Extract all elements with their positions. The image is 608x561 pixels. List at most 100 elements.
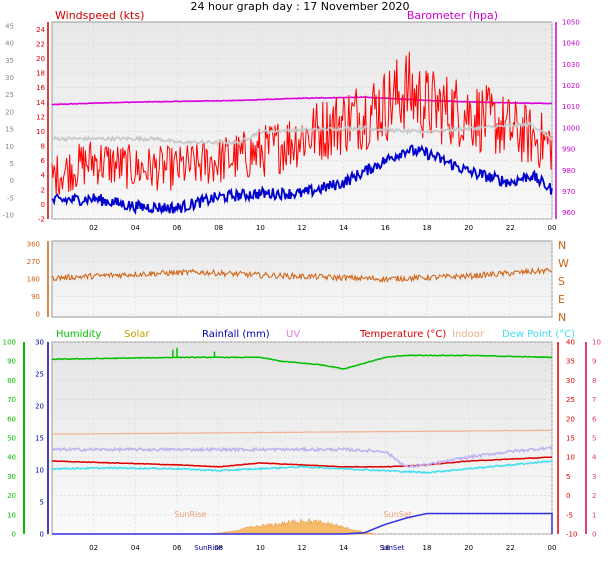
rain-tick-label: 30	[35, 339, 44, 347]
rain-tick-label: 10	[35, 467, 44, 475]
wind-panel-axes: -2024681012141618202224-10-5051015202530…	[3, 19, 580, 233]
x-tick-label: 22	[506, 544, 515, 552]
sunrise-label: SunRise	[174, 510, 206, 519]
series-windspeed-line	[51, 51, 553, 195]
windspeed-tick-label: 22	[36, 40, 45, 48]
rain-tick-label: 20	[35, 403, 44, 411]
direction-tick-label: 270	[27, 258, 40, 266]
outer-tick-label: 25	[5, 91, 14, 99]
humidity-tick-label: 80	[7, 377, 16, 385]
barometer-tick-label: 1040	[562, 40, 580, 48]
windspeed-tick-label: 0	[41, 201, 45, 209]
compass-label: N	[558, 239, 566, 252]
uv-tick-label: 7	[592, 396, 596, 404]
chart-title: 24 hour graph day : 17 November 2020	[190, 0, 409, 13]
rain-tick-label: 15	[35, 435, 44, 443]
series-average-line	[51, 121, 553, 146]
x-tick-label: 04	[131, 544, 140, 552]
outer-tick-label: -10	[3, 212, 14, 220]
temperature-tick-label: 25	[566, 396, 575, 404]
windspeed-tick-label: 4	[41, 172, 46, 180]
barometer-tick-label: 1030	[562, 61, 580, 69]
series-wind-direction-line	[51, 266, 553, 283]
windspeed-tick-label: 16	[36, 84, 45, 92]
sunset-label: SunSet	[384, 510, 412, 519]
rain-tick-label: 25	[35, 371, 44, 379]
series-humidity-line	[51, 354, 553, 370]
x-tick-label: 10	[256, 224, 265, 232]
x-tick-label: 06	[173, 224, 182, 232]
windspeed-tick-label: 20	[36, 55, 45, 63]
sunrise-tick-label: SunRise	[194, 544, 222, 552]
series-rainfall-line	[52, 512, 553, 535]
legend-entry: Temperature (°C)	[359, 329, 446, 340]
legend-entry: Solar	[124, 329, 150, 340]
temperature-tick-label: 15	[566, 435, 575, 443]
barometer-tick-label: 990	[562, 146, 575, 154]
x-tick-label: 08	[214, 544, 223, 552]
rain-tick-label: 0	[40, 531, 44, 539]
legend-entry: UV	[286, 329, 300, 340]
legend-entry: Dew Point (°C)	[502, 329, 575, 340]
humidity-tick-label: 60	[7, 415, 16, 423]
temperature-tick-label: 30	[566, 377, 575, 385]
uv-tick-label: 6	[592, 415, 597, 423]
windspeed-tick-label: 8	[41, 143, 45, 151]
x-tick-label: 16	[381, 544, 390, 552]
x-tick-label: 02	[89, 224, 98, 232]
humidity-tick-label: 100	[3, 339, 16, 347]
outer-tick-label: 5	[10, 160, 14, 168]
x-tick-label: 18	[423, 544, 432, 552]
windspeed-tick-label: 12	[36, 113, 45, 121]
direction-panel-series	[51, 266, 553, 283]
compass-label: E	[558, 293, 565, 306]
outer-tick-label: 35	[5, 57, 14, 65]
temperature-tick-label: 10	[566, 454, 575, 462]
windspeed-tick-label: -2	[38, 216, 45, 224]
uv-tick-label: 3	[592, 473, 596, 481]
temp-panel-legend: Humidity Solar Rainfall (mm) UV Temperature …	[56, 329, 575, 340]
uv-tick-label: 8	[592, 377, 596, 385]
barometer-tick-label: 970	[562, 188, 575, 196]
humidity-tick-label: 90	[7, 358, 16, 366]
temp-panel-series	[51, 347, 553, 535]
humidity-tick-label: 10	[7, 511, 16, 519]
humidity-tick-label: 0	[12, 531, 16, 539]
barometer-axis-label: Barometer (hpa)	[407, 9, 498, 22]
windspeed-tick-label: 6	[41, 157, 46, 165]
temperature-tick-label: -5	[566, 511, 573, 519]
temperature-tick-label: 20	[566, 415, 575, 423]
humidity-tick-label: 70	[7, 396, 16, 404]
uv-tick-label: 9	[592, 358, 596, 366]
barometer-tick-label: 960	[562, 209, 575, 217]
legend-entry: Indoor	[452, 329, 485, 340]
outer-tick-label: 40	[5, 40, 14, 48]
x-tick-label: 18	[423, 224, 432, 232]
series-solar-area	[208, 517, 375, 535]
legend-entry: Rainfall (mm)	[202, 329, 270, 340]
x-tick-label: 02	[89, 544, 98, 552]
humidity-tick-label: 20	[7, 492, 16, 500]
barometer-tick-label: 1010	[562, 103, 580, 111]
humidity-tick-label: 30	[7, 473, 16, 481]
direction-tick-label: 90	[31, 293, 40, 301]
series-dew-line	[51, 460, 553, 474]
sunset-tick-label: SunSet	[380, 544, 405, 552]
legend-entry: Humidity	[56, 329, 101, 340]
series-barometer-line	[51, 96, 553, 106]
uv-tick-label: 1	[592, 511, 596, 519]
direction-panel-grid	[52, 241, 553, 317]
compass-label: W	[558, 257, 569, 270]
outer-tick-label: -5	[7, 194, 14, 202]
uv-tick-label: 2	[592, 492, 596, 500]
x-tick-label: 16	[381, 224, 390, 232]
x-tick-label: 14	[339, 544, 348, 552]
outer-tick-label: 20	[5, 108, 14, 116]
uv-tick-label: 10	[592, 339, 601, 347]
x-tick-label: 22	[506, 224, 515, 232]
compass-label: S	[558, 275, 565, 288]
temperature-tick-label: 0	[566, 492, 570, 500]
x-tick-label: 12	[298, 544, 307, 552]
